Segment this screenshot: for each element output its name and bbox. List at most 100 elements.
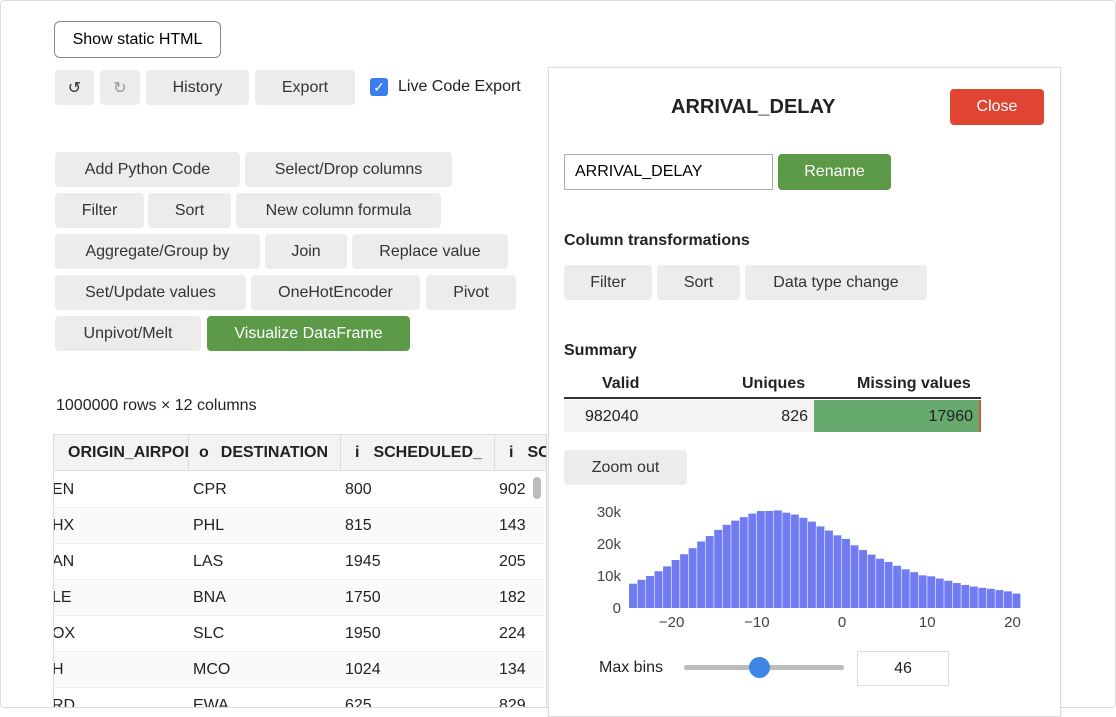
column-filter-button[interactable]: Filter bbox=[564, 265, 652, 300]
show-static-html-button[interactable]: Show static HTML bbox=[54, 21, 221, 58]
column-detail-panel: ARRIVAL_DELAY Close Rename Column transf… bbox=[548, 67, 1061, 717]
y-tick-label: 0 bbox=[613, 600, 621, 617]
histogram-bar[interactable] bbox=[952, 583, 961, 608]
action-button-new-column-formula[interactable]: New column formula bbox=[236, 193, 441, 228]
histogram-bar[interactable] bbox=[825, 530, 833, 608]
histogram-bar[interactable] bbox=[756, 511, 765, 608]
histogram-bar[interactable] bbox=[773, 510, 782, 608]
table-cell: PHL bbox=[193, 517, 225, 534]
histogram-bar[interactable] bbox=[705, 536, 714, 608]
histogram-bar[interactable] bbox=[731, 520, 740, 608]
close-button[interactable]: Close bbox=[950, 89, 1044, 125]
zoom-out-button[interactable]: Zoom out bbox=[564, 450, 687, 485]
histogram-bar[interactable] bbox=[910, 572, 919, 608]
action-button-add-python-code[interactable]: Add Python Code bbox=[55, 152, 240, 187]
action-button-replace-value[interactable]: Replace value bbox=[352, 234, 508, 269]
column-header[interactable]: ORIGIN_AIRPORT bbox=[54, 435, 189, 471]
action-button-select-drop-columns[interactable]: Select/Drop columns bbox=[245, 152, 452, 187]
table-row[interactable]: EN CPR 800 902 bbox=[54, 472, 544, 508]
histogram-bar[interactable] bbox=[646, 576, 654, 608]
table-cell: BNA bbox=[193, 589, 226, 606]
histogram-bar[interactable] bbox=[680, 554, 689, 608]
histogram-bar[interactable] bbox=[807, 521, 816, 608]
action-button-sort[interactable]: Sort bbox=[148, 193, 231, 228]
histogram-bar[interactable] bbox=[859, 550, 868, 608]
export-button[interactable]: Export bbox=[255, 70, 355, 105]
histogram-bar[interactable] bbox=[654, 571, 663, 608]
x-tick-label: −10 bbox=[744, 614, 769, 631]
histogram-bar[interactable] bbox=[969, 586, 978, 608]
table-row[interactable]: AN LAS 1945 205 bbox=[54, 544, 544, 580]
histogram-bar[interactable] bbox=[893, 565, 902, 608]
histogram-bar[interactable] bbox=[637, 579, 646, 608]
histogram-bar[interactable] bbox=[790, 514, 799, 608]
histogram-bar[interactable] bbox=[739, 517, 748, 608]
action-button-aggregate-group-by[interactable]: Aggregate/Group by bbox=[55, 234, 260, 269]
history-button[interactable]: History bbox=[146, 70, 249, 105]
histogram-bar[interactable] bbox=[918, 575, 927, 608]
histogram-bar[interactable] bbox=[671, 560, 680, 608]
histogram-bar[interactable] bbox=[833, 535, 842, 608]
histogram-bar[interactable] bbox=[901, 569, 910, 608]
histogram-bar[interactable] bbox=[978, 587, 987, 608]
histogram-bar[interactable] bbox=[961, 584, 970, 608]
histogram-bar[interactable] bbox=[714, 529, 723, 608]
histogram-bar[interactable] bbox=[629, 583, 637, 608]
histogram-bar[interactable] bbox=[782, 512, 791, 608]
rename-input[interactable] bbox=[564, 154, 773, 190]
action-button-join[interactable]: Join bbox=[265, 234, 347, 269]
column-header[interactable]: o DESTINATION bbox=[189, 435, 341, 471]
action-button-pivot[interactable]: Pivot bbox=[426, 275, 516, 310]
histogram-bar[interactable] bbox=[688, 548, 697, 608]
histogram-bar[interactable] bbox=[944, 580, 953, 608]
redo-icon: ↻ bbox=[113, 79, 127, 97]
histogram-chart[interactable]: 0 10k 20k 30k −20 −10 0 10 20 bbox=[549, 493, 1061, 633]
histogram-bar[interactable] bbox=[722, 524, 731, 608]
histogram-bar[interactable] bbox=[995, 590, 1004, 608]
table-row[interactable]: OX SLC 1950 224 bbox=[54, 616, 544, 652]
undo-button[interactable]: ↺ bbox=[55, 70, 94, 105]
column-name: DESTINATION bbox=[220, 443, 329, 461]
histogram-bar[interactable] bbox=[850, 545, 859, 608]
table-cell: 815 bbox=[345, 517, 372, 534]
slider-thumb[interactable] bbox=[749, 657, 771, 678]
rename-button[interactable]: Rename bbox=[778, 154, 891, 190]
histogram-bar[interactable] bbox=[867, 554, 876, 608]
histogram-bar[interactable] bbox=[1012, 593, 1021, 608]
table-row[interactable]: H MCO 1024 134 bbox=[54, 652, 544, 688]
action-button-visualize-dataframe[interactable]: Visualize DataFrame bbox=[207, 316, 410, 351]
table-row[interactable]: RD EWA 625 829 bbox=[54, 688, 544, 707]
histogram-bar[interactable] bbox=[876, 558, 885, 608]
max-bins-input[interactable]: 46 bbox=[857, 651, 949, 686]
column-name: SC bbox=[527, 443, 546, 461]
histogram-bar[interactable] bbox=[816, 526, 825, 608]
histogram-bar[interactable] bbox=[935, 578, 944, 608]
histogram-bar[interactable] bbox=[986, 588, 995, 608]
histogram-bar[interactable] bbox=[799, 517, 808, 608]
histogram-bar[interactable] bbox=[842, 538, 850, 608]
table-row[interactable]: HX PHL 815 143 bbox=[54, 508, 544, 544]
column-type: o bbox=[199, 443, 209, 461]
histogram-bar[interactable] bbox=[697, 541, 706, 608]
table-row[interactable]: LE BNA 1750 182 bbox=[54, 580, 544, 616]
live-code-export-checkbox[interactable]: ✓ bbox=[370, 78, 388, 96]
column-sort-button[interactable]: Sort bbox=[657, 265, 740, 300]
vertical-scrollbar[interactable] bbox=[533, 477, 541, 499]
histogram-bar[interactable] bbox=[765, 511, 774, 608]
action-button-set-update-values[interactable]: Set/Update values bbox=[55, 275, 246, 310]
histogram-bar[interactable] bbox=[748, 513, 757, 608]
data-type-change-button[interactable]: Data type change bbox=[745, 265, 927, 300]
table-cell: LAS bbox=[193, 553, 224, 570]
column-header[interactable]: i SCHEDULED_ bbox=[341, 435, 495, 471]
histogram-bar[interactable] bbox=[1003, 591, 1012, 608]
histogram-bar[interactable] bbox=[927, 576, 936, 608]
redo-button[interactable]: ↻ bbox=[100, 70, 140, 105]
action-button-unpivot-melt[interactable]: Unpivot/Melt bbox=[55, 316, 201, 351]
action-button-filter[interactable]: Filter bbox=[55, 193, 144, 228]
max-bins-slider[interactable] bbox=[684, 657, 844, 678]
action-button-onehotencoder[interactable]: OneHotEncoder bbox=[251, 275, 420, 310]
column-header[interactable]: i SC bbox=[495, 435, 546, 471]
histogram-bar[interactable] bbox=[884, 561, 893, 608]
histogram-bar[interactable] bbox=[663, 566, 672, 608]
